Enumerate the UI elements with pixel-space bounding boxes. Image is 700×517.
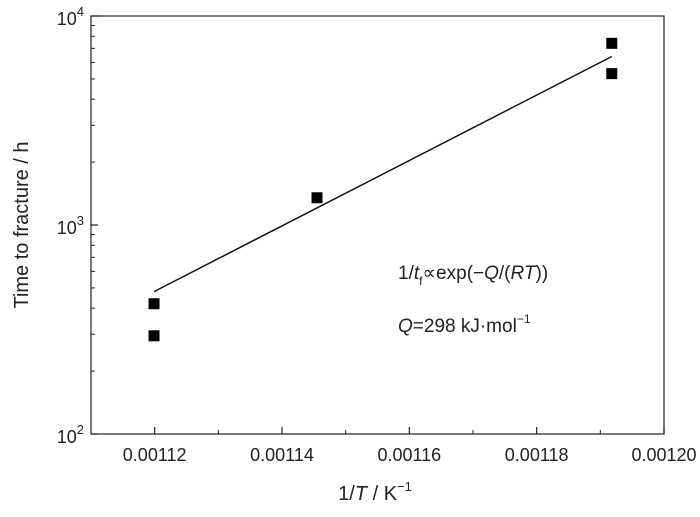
- data-point: [606, 37, 618, 49]
- data-point: [311, 192, 323, 204]
- fit-line: [153, 55, 613, 293]
- y-tick-labels: 102 103 104: [57, 4, 84, 447]
- x-tick-label: 0.00118: [505, 445, 569, 465]
- activation-energy-annotation: Q=298 kJ·mol−1: [398, 312, 531, 337]
- data-point: [148, 330, 160, 342]
- y-tick-label: 103: [57, 213, 84, 238]
- x-axis-label: 1/T / K−1: [338, 479, 412, 505]
- x-tick-labels: 0.00112 0.00114 0.00116 0.00118 0.00120: [123, 445, 697, 465]
- plot-frame: [90, 15, 665, 435]
- equation-annotation: 1/tf∝exp(−Q/(RT)): [398, 263, 548, 288]
- x-tick-label: 0.00120: [631, 445, 696, 465]
- data-point: [606, 68, 618, 80]
- fit-line-group: [153, 55, 613, 293]
- y-tick-label: 102: [57, 422, 84, 447]
- x-tick-label: 0.00114: [250, 445, 314, 465]
- y-axis-label: Time to fracture / h: [11, 141, 33, 308]
- x-tick-label: 0.00112: [123, 445, 187, 465]
- axis-ticks: [91, 15, 665, 435]
- data-points: [148, 37, 618, 342]
- x-tick-label: 0.00116: [377, 445, 441, 465]
- data-point: [148, 298, 160, 310]
- y-tick-label: 104: [57, 4, 84, 29]
